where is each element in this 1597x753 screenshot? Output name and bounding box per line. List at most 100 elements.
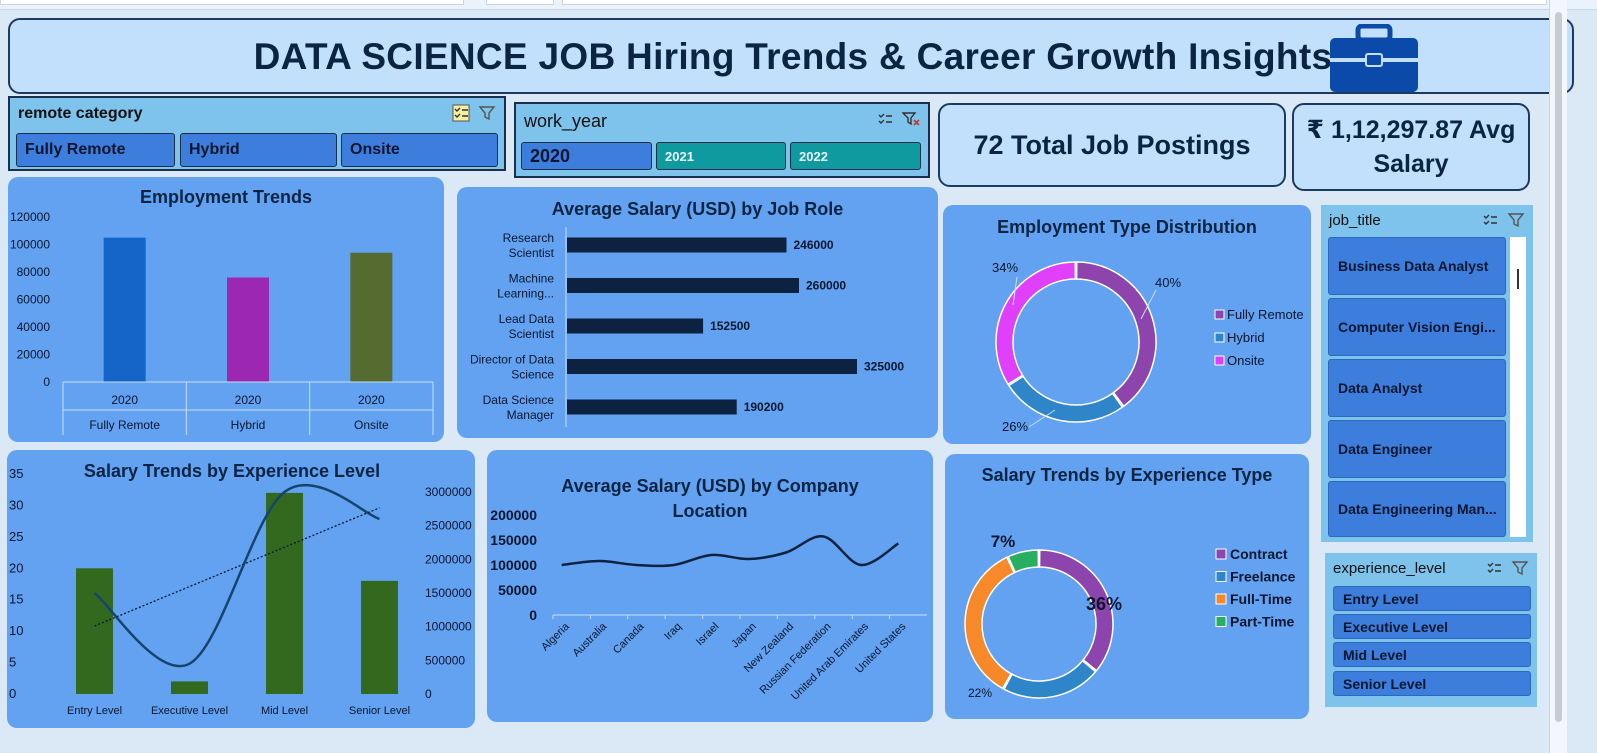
y-tick-label: 120000 [10,210,50,224]
slicer-option-2022[interactable]: 2022 [790,142,921,170]
slicer-scrollbar[interactable] [1510,237,1526,537]
y-tick-label-left: 10 [9,623,23,638]
salary-by-experience-type-chart: 36%22%35%7%ContractFreelanceFull-TimePar… [964,532,1296,700]
y-tick-label: 0 [43,375,50,389]
y-tick-label: Lead Data [499,312,555,326]
employment-trends-panel: Employment Trends 0 20000 40000 60000 80000 1… [8,177,444,442]
data-label: 260000 [806,279,846,293]
clear-filter-icon[interactable] [902,110,920,128]
leader-line [1028,409,1056,428]
donut-slice [1007,549,1040,574]
y-tick-label: Machine [509,272,555,286]
salary-by-location-panel: Average Salary (USD) by Company Location… [487,450,933,722]
salary-by-experience-type-panel: Salary Trends by Experience Type 36%22%3… [945,454,1309,719]
legend-label: Contract [1230,546,1288,562]
slicer-option-onsite[interactable]: Onsite [341,133,498,167]
x-tick-label: Iraq [662,621,684,643]
slicer-option-executive-level[interactable]: Executive Level [1333,614,1531,639]
donut-slice [964,556,1016,690]
y-tick-label: 200000 [490,507,537,523]
filter-icon[interactable] [1511,559,1529,577]
donut-slice [995,261,1077,386]
slicer-header: experience_level [1333,560,1446,577]
data-label: 7% [991,532,1016,551]
y-tick-label: Learning... [497,287,554,301]
legend-label: Part-Time [1230,614,1295,630]
slicer-option-business-data-analyst[interactable]: Business Data Analyst [1328,237,1506,295]
x-tick-label: Mid Level [261,705,308,717]
y-tick-label-left: 15 [9,592,23,607]
y-tick-label-right: 2500000 [425,519,472,533]
slicer-option-2020[interactable]: 2020 [521,142,652,170]
slicer-option-data-analyst[interactable]: Data Analyst [1328,359,1506,417]
x-tick-label: Japan [729,621,759,651]
y-tick-label-right: 2000000 [425,552,472,566]
y-tick-label-left: 35 [9,466,23,481]
legend-label: Onsite [1227,353,1265,368]
title-banner: DATA SCIENCE JOB Hiring Trends & Career … [8,18,1574,94]
y-tick-label-left: 20 [9,560,23,575]
window-scrollbar[interactable] [1549,0,1567,753]
data-label: 325000 [864,360,904,374]
donut-slice [1002,659,1097,699]
donut-slice [1038,549,1114,672]
x-tick-label: Senior Level [349,705,410,717]
kpi-avg-salary-label: Salary [1373,150,1449,178]
bar [567,399,737,415]
y-tick-label: Research [503,231,554,245]
multi-select-icon[interactable] [452,104,470,122]
remote-category-slicer: remote category Fully Remote Hybrid Onsi… [8,96,506,171]
slicer-option-hybrid[interactable]: Hybrid [180,133,337,167]
series-line [561,535,899,568]
data-label: 26% [1002,419,1028,434]
multi-select-icon[interactable] [1485,559,1503,577]
bar [171,681,208,694]
bar [350,252,393,382]
bar [567,237,787,253]
bar [227,277,269,382]
y-tick-label-right: 3000000 [425,485,472,499]
legend-swatch [1214,355,1225,366]
x-tick-label: Canada [611,620,647,656]
legend-label: Fully Remote [1227,307,1304,322]
legend-swatch [1215,571,1227,582]
x-tick-label: Russian Federation [758,621,834,697]
top-toolbar-strip [0,0,1597,10]
window-scroll-thumb[interactable] [1555,12,1562,722]
multi-select-icon[interactable] [1481,211,1499,229]
slicer-scroll-thumb[interactable] [1517,269,1519,289]
slicer-option-mid-level[interactable]: Mid Level [1333,642,1531,667]
bar [567,278,799,293]
y-tick-label: Director of Data [470,353,554,367]
x-category-label: Hybrid [231,418,266,432]
filter-icon[interactable] [1507,211,1525,229]
slicer-option-data-engineer[interactable]: Data Engineer [1328,420,1506,478]
leader-line [1012,276,1018,306]
chart-title: Employment Trends [139,187,313,207]
y-tick-label-left: 25 [9,529,23,544]
x-tick-label: Israel [694,621,722,649]
slicer-option-2021[interactable]: 2021 [656,142,786,170]
salary-by-experience-level-panel: Salary Trends by Experience Level 0 5 10 15… [7,450,475,728]
briefcase-icon [1330,24,1418,92]
slicer-option-computer-vision-engineer[interactable]: Computer Vision Engi... [1328,298,1506,356]
bar [103,237,146,382]
legend-swatch [1215,548,1227,560]
slicer-option-fully-remote[interactable]: Fully Remote [16,133,175,167]
kpi-avg-salary: ₹ 1,12,297.87 Avg Salary [1292,103,1530,191]
kpi-total-job-postings-value: 72 Total Job Postings [973,129,1251,160]
filter-icon[interactable] [478,104,496,122]
y-tick-label-right: 0 [425,687,432,701]
y-tick-label-left: 30 [9,497,23,512]
bar [567,359,857,374]
multi-select-icon[interactable] [876,110,894,128]
slicer-option-entry-level[interactable]: Entry Level [1333,586,1531,611]
slicer-option-data-engineering-manager[interactable]: Data Engineering Man... [1328,481,1506,537]
y-tick-label: 20000 [17,348,51,362]
x-tick-label: Executive Level [151,705,228,717]
kpi-total-job-postings: 72 Total Job Postings [938,103,1286,187]
salary-by-location-chart: 0 50000 100000 150000 200000 AlgeriaAustralia… [490,507,927,703]
slicer-option-senior-level[interactable]: Senior Level [1333,671,1531,696]
slicer-header: job_title [1329,212,1381,229]
y-tick-label: 100000 [10,238,50,252]
